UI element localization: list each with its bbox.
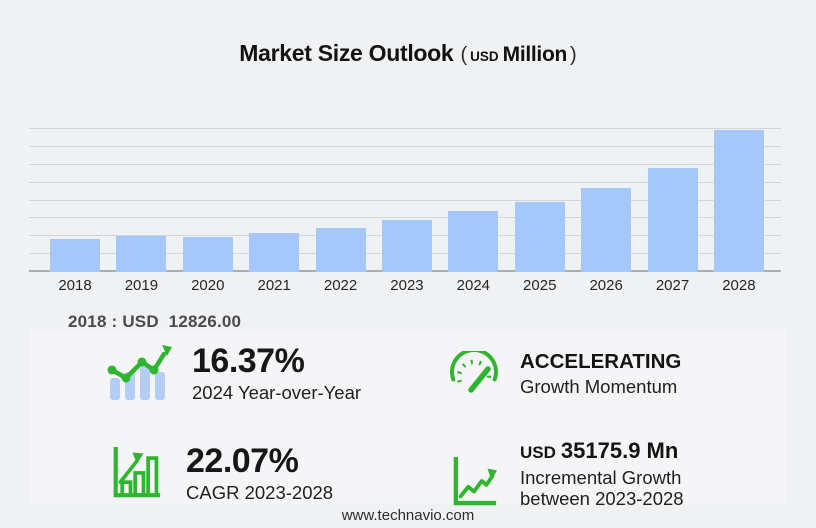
gridline [29, 199, 781, 201]
cagr-value: 22.07% [186, 442, 299, 480]
bar-2021 [249, 232, 300, 272]
stat-momentum: ACCELERATING Growth Momentum [448, 348, 682, 400]
bar-chart [29, 128, 781, 272]
bar-2024 [448, 211, 499, 272]
title-paren-close: ) [570, 44, 577, 66]
incremental-caption-line1: Incremental Growth [520, 467, 682, 488]
stat-incremental: USD 35175.9 Mn Incremental Growth between… [452, 438, 684, 513]
stat-cagr: 22.07% CAGR 2023-2028 [112, 442, 334, 505]
momentum-heading: ACCELERATING [520, 350, 682, 373]
title-main: Market Size Outlook [239, 40, 454, 66]
yoy-caption: 2024 Year-over-Year [192, 381, 362, 403]
base-year-annotation: 2018 : USD 12826.00 [68, 312, 242, 331]
x-label-2026: 2026 [589, 277, 623, 294]
cagr-caption: CAGR 2023-2028 [186, 481, 334, 503]
incremental-currency: USD [520, 443, 556, 462]
website-url: www.technavio.com [341, 507, 475, 524]
bar-2023 [381, 219, 432, 272]
momentum-caption: Growth Momentum [520, 375, 678, 397]
x-label-2018: 2018 [58, 277, 92, 294]
bar-2019 [116, 235, 167, 272]
bar-2022 [315, 227, 366, 272]
x-label-2025: 2025 [523, 277, 557, 294]
yoy-value: 16.37% [192, 342, 305, 380]
x-label-2020: 2020 [191, 277, 225, 294]
title-paren-open: ( [460, 44, 468, 66]
bar-2020 [182, 237, 233, 272]
x-label-2019: 2019 [124, 277, 159, 294]
x-label-2023: 2023 [390, 277, 424, 294]
stat-yoy: 16.37% 2024 Year-over-Year [106, 342, 362, 405]
title-unit: Million [502, 43, 568, 66]
trend-bars-icon [106, 344, 172, 405]
incremental-caption-line2: between 2023-2028 [520, 487, 684, 509]
bars [33, 129, 781, 272]
x-label-2022: 2022 [323, 277, 358, 294]
incremental-value: 35175.9 Mn [560, 438, 679, 463]
x-label-2021: 2021 [257, 277, 291, 294]
incremental-value-line: USD 35175.9 Mn [520, 438, 684, 464]
growth-chart-icon [112, 444, 162, 505]
gauge-icon [448, 348, 500, 400]
bar-2025 [514, 202, 565, 272]
bar-2026 [581, 188, 632, 272]
incremental-growth-icon [452, 454, 498, 513]
x-label-2028: 2028 [722, 277, 756, 294]
gridline [29, 181, 781, 183]
x-label-2024: 2024 [456, 277, 491, 294]
bar-2027 [647, 167, 698, 272]
gridline [29, 163, 781, 165]
gridline [29, 145, 781, 147]
page-title: Market Size Outlook (USD Million) [0, 40, 816, 67]
title-unit-currency: USD [470, 49, 499, 64]
x-axis-labels: 2018 2019 2020 2021 2022 2023 2024 2025 2026 2027… [33, 277, 781, 294]
bar-2028 [713, 130, 764, 272]
gridline [29, 128, 781, 129]
x-label-2027: 2027 [655, 277, 690, 294]
bar-2018 [50, 239, 100, 272]
gridline [29, 217, 781, 219]
